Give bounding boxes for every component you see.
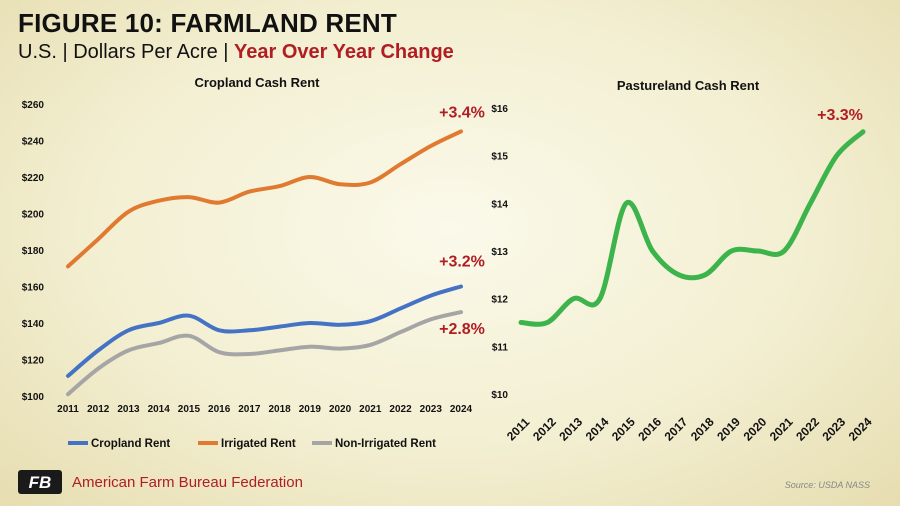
y-tick-label: $15 (491, 152, 508, 163)
x-tick-label: 2011 (57, 404, 79, 415)
figure-subtitle: U.S. | Dollars Per Acre | Year Over Year… (18, 41, 454, 64)
y-tick-label: $220 (22, 173, 45, 184)
annotation-label: +3.2% (439, 254, 485, 271)
y-tick-label: $12 (491, 295, 508, 306)
x-tick-label: 2021 (359, 404, 382, 415)
chart-title-pastureland: Pastureland Cash Rent (617, 78, 760, 93)
y-tick-label: $14 (491, 199, 508, 210)
figure-header: FIGURE 10: FARMLAND RENT U.S. | Dollars … (18, 8, 454, 64)
x-tick-label: 2014 (148, 404, 171, 415)
svg-text:FB: FB (29, 473, 52, 492)
x-tick-label: 2012 (530, 415, 559, 444)
legend-label: Cropland Rent (91, 438, 170, 450)
footer-logo: FB American Farm Bureau Federation (18, 470, 303, 494)
subtitle-highlight: Year Over Year Change (234, 41, 454, 63)
x-tick-label: 2021 (767, 415, 796, 444)
y-tick-label: $180 (22, 246, 45, 257)
series-line-cropland-rent (66, 284, 463, 378)
y-tick-label: $16 (491, 104, 508, 115)
x-tick-label: 2024 (450, 404, 473, 415)
annotation-label: +3.4% (439, 104, 485, 121)
x-tick-label: 2023 (420, 404, 443, 415)
x-tick-label: 2012 (87, 404, 110, 415)
x-tick-label: 2016 (208, 404, 231, 415)
y-tick-label: $260 (22, 100, 45, 111)
series-line-non-irrigated-rent (66, 310, 463, 397)
x-tick-label: 2015 (178, 404, 201, 415)
x-tick-label: 2018 (268, 404, 291, 415)
x-tick-label: 2013 (117, 404, 140, 415)
legend-label: Irrigated Rent (221, 438, 296, 450)
x-tick-label: 2023 (819, 415, 848, 444)
x-tick-label: 2014 (583, 415, 612, 444)
y-tick-label: $100 (22, 392, 45, 403)
series-line-irrigated-rent (66, 129, 463, 269)
source-note: Source: USDA NASS (784, 480, 870, 490)
annotation-label: +3.3% (817, 107, 863, 124)
y-tick-label: $140 (22, 319, 45, 330)
x-tick-label: 2022 (793, 415, 822, 444)
x-tick-label: 2022 (389, 404, 412, 415)
subtitle-plain: U.S. | Dollars Per Acre | (18, 41, 235, 63)
y-tick-label: $13 (491, 247, 508, 258)
y-tick-label: $240 (22, 137, 45, 148)
x-tick-label: 2011 (504, 415, 533, 444)
annotation-label: +2.8% (439, 321, 485, 338)
x-tick-label: 2020 (329, 404, 352, 415)
organization-name: American Farm Bureau Federation (72, 473, 303, 491)
x-tick-label: 2015 (609, 415, 638, 444)
x-tick-label: 2017 (238, 404, 261, 415)
y-tick-label: $11 (492, 342, 509, 353)
x-tick-label: 2013 (556, 415, 585, 444)
x-tick-label: 2020 (741, 415, 770, 444)
y-tick-label: $10 (491, 390, 508, 401)
x-tick-label: 2018 (688, 415, 717, 444)
series-line-pasture (518, 129, 866, 327)
y-tick-label: $120 (22, 356, 45, 367)
legend-label: Non-Irrigated Rent (335, 438, 436, 450)
x-tick-label: 2019 (714, 415, 743, 444)
figure-title: FIGURE 10: FARMLAND RENT (18, 8, 397, 38)
x-tick-label: 2019 (299, 404, 322, 415)
x-tick-label: 2024 (846, 415, 875, 444)
chart-title-cropland: Cropland Cash Rent (195, 75, 321, 90)
x-tick-label: 2017 (662, 415, 691, 444)
y-tick-label: $200 (22, 210, 45, 221)
y-tick-label: $160 (22, 283, 45, 294)
x-tick-label: 2016 (635, 415, 664, 444)
farm-bureau-logo-icon: FB (18, 470, 62, 494)
